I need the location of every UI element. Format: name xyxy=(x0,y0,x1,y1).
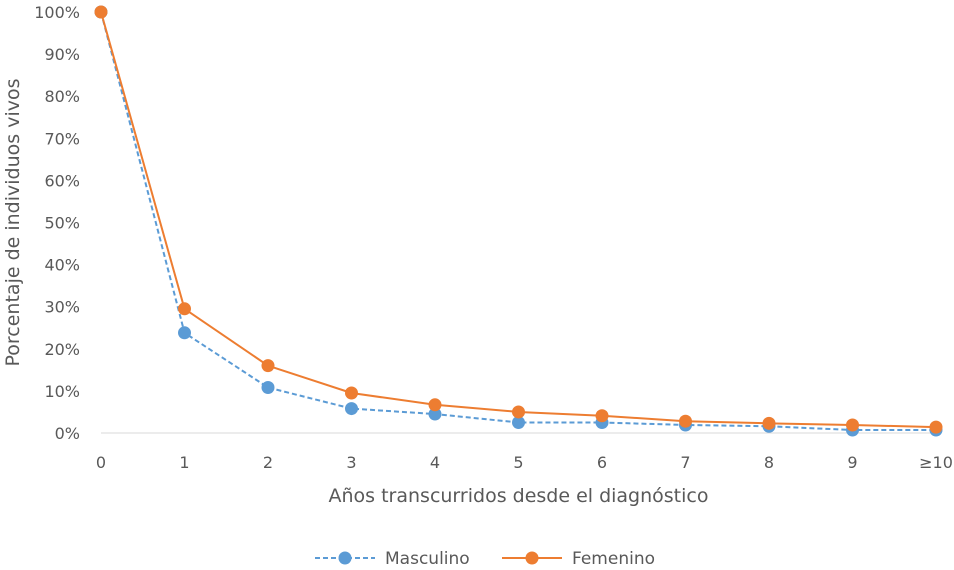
x-tick-label: 3 xyxy=(346,453,356,472)
data-point xyxy=(178,326,191,340)
series-femenino xyxy=(94,5,943,434)
series-line-femenino xyxy=(100,11,937,429)
y-axis-ticks: 0% 10% 20% 30% 40% 50% 60% 70% 80% 90% 100% xyxy=(34,3,80,443)
x-tick-label: 2 xyxy=(263,453,273,472)
data-point xyxy=(679,414,692,428)
y-tick-label: 10% xyxy=(44,382,80,401)
legend-swatch-marker xyxy=(338,551,352,565)
y-tick-label: 40% xyxy=(44,256,80,275)
data-point xyxy=(178,302,191,316)
series-masculino xyxy=(94,5,943,437)
data-point xyxy=(261,359,275,373)
y-tick-label: 50% xyxy=(44,214,80,233)
y-tick-label: 30% xyxy=(44,298,80,317)
y-tick-label: 80% xyxy=(44,87,80,106)
legend-label: Femenino xyxy=(572,549,655,569)
data-point xyxy=(512,415,525,429)
data-point xyxy=(261,381,275,395)
data-point xyxy=(512,405,525,419)
data-point xyxy=(345,386,358,400)
y-tick-label: 90% xyxy=(44,45,80,64)
y-tick-label: 20% xyxy=(44,340,80,359)
series-layer xyxy=(94,5,943,437)
y-tick-label: 60% xyxy=(44,171,80,190)
data-point xyxy=(929,420,943,434)
data-point xyxy=(345,402,358,416)
x-tick-label: 4 xyxy=(430,453,440,472)
y-axis-title: Porcentaje de individuos vivos xyxy=(2,78,24,366)
y-tick-label: 70% xyxy=(44,129,80,148)
legend-item: Femenino xyxy=(502,549,655,569)
data-point xyxy=(762,416,776,430)
x-tick-label: 6 xyxy=(597,453,607,472)
data-point xyxy=(846,418,859,432)
series-line-masculino xyxy=(100,11,936,432)
y-tick-label: 100% xyxy=(34,3,80,22)
x-tick-label: ≥10 xyxy=(919,453,953,472)
x-tick-label: 8 xyxy=(764,453,774,472)
legend-swatch-marker xyxy=(525,551,539,565)
x-axis-title: Años transcurridos desde el diagnóstico xyxy=(329,485,709,507)
legend-label: Masculino xyxy=(385,549,470,569)
x-tick-label: 7 xyxy=(680,453,690,472)
legend: Masculino Femenino xyxy=(315,549,655,569)
x-tick-label: 5 xyxy=(513,453,523,472)
data-point xyxy=(428,398,442,412)
x-tick-label: 1 xyxy=(179,453,189,472)
y-tick-label: 0% xyxy=(55,424,80,443)
legend-item: Masculino xyxy=(315,549,470,569)
data-point xyxy=(428,407,442,421)
data-point xyxy=(94,5,108,19)
x-tick-label: 9 xyxy=(847,453,857,472)
x-axis-ticks: 0 1 2 3 4 5 6 7 8 9 ≥10 xyxy=(96,453,953,472)
data-point xyxy=(595,409,609,423)
x-tick-label: 0 xyxy=(96,453,106,472)
